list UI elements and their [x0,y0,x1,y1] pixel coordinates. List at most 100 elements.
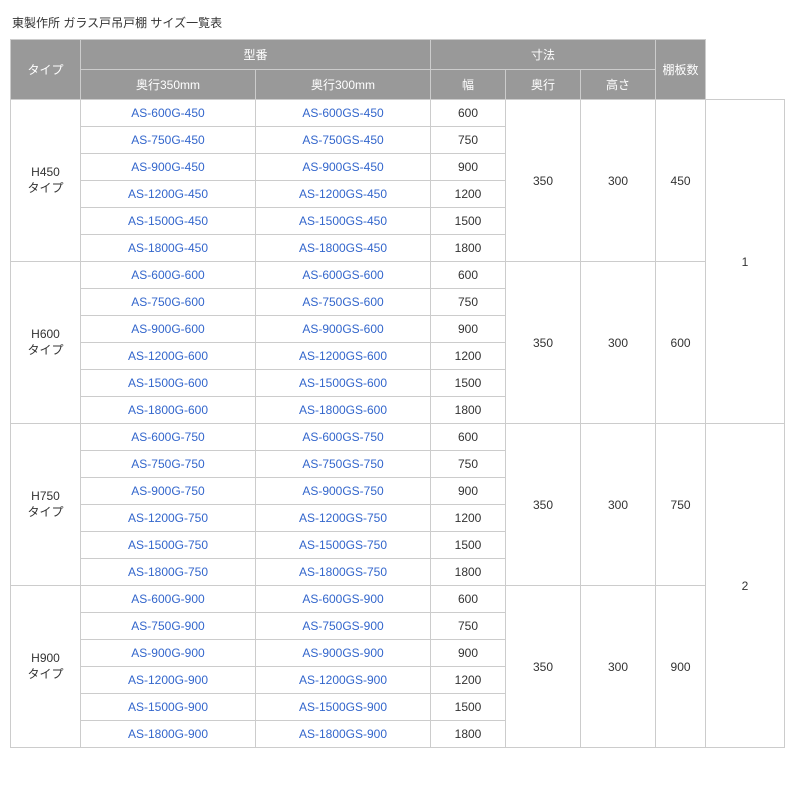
model-link[interactable]: AS-600G-600 [131,268,204,282]
model-300-cell: AS-1800GS-750 [256,559,431,586]
model-link[interactable]: AS-1500GS-900 [299,700,387,714]
model-link[interactable]: AS-900G-900 [131,646,204,660]
model-link[interactable]: AS-1200GS-450 [299,187,387,201]
model-link[interactable]: AS-900GS-900 [302,646,383,660]
header-depth350: 奥行350mm [81,70,256,100]
model-link[interactable]: AS-900G-600 [131,322,204,336]
model-link[interactable]: AS-1800GS-450 [299,241,387,255]
width-cell: 1500 [431,694,506,721]
model-350-cell: AS-1800G-600 [81,397,256,424]
model-link[interactable]: AS-750G-900 [131,619,204,633]
model-350-cell: AS-600G-750 [81,424,256,451]
type-cell: H600タイプ [11,262,81,424]
model-link[interactable]: AS-1800G-600 [128,403,208,417]
model-300-cell: AS-1500GS-450 [256,208,431,235]
model-link[interactable]: AS-1500GS-600 [299,376,387,390]
model-link[interactable]: AS-600GS-750 [302,430,383,444]
model-link[interactable]: AS-1200G-750 [128,511,208,525]
type-label-line: H450 [15,165,76,179]
model-link[interactable]: AS-900GS-450 [302,160,383,174]
model-link[interactable]: AS-750GS-600 [302,295,383,309]
model-300-cell: AS-600GS-450 [256,100,431,127]
header-width: 幅 [431,70,506,100]
width-cell: 900 [431,154,506,181]
depth-cell: 350 [506,100,581,262]
model-300-cell: AS-1200GS-600 [256,343,431,370]
width-cell: 900 [431,640,506,667]
model-link[interactable]: AS-1200G-600 [128,349,208,363]
table-body: H450タイプAS-600G-450AS-600GS-4506003503004… [11,100,785,748]
model-link[interactable]: AS-600GS-600 [302,268,383,282]
model-link[interactable]: AS-1200GS-900 [299,673,387,687]
header-dimensions: 寸法 [431,40,656,70]
header-shelves: 棚板数 [656,40,706,100]
model-link[interactable]: AS-1500G-600 [128,376,208,390]
model-300-cell: AS-900GS-600 [256,316,431,343]
model-link[interactable]: AS-600G-450 [131,106,204,120]
model-link[interactable]: AS-1500G-450 [128,214,208,228]
model-link[interactable]: AS-1500GS-750 [299,538,387,552]
model-link[interactable]: AS-1500G-750 [128,538,208,552]
header-depth300: 奥行300mm [256,70,431,100]
header-depth: 奥行 [506,70,581,100]
model-link[interactable]: AS-600GS-450 [302,106,383,120]
width-cell: 1800 [431,235,506,262]
model-link[interactable]: AS-750G-450 [131,133,204,147]
model-link[interactable]: AS-750GS-450 [302,133,383,147]
depth-cell: 300 [581,262,656,424]
width-cell: 750 [431,613,506,640]
model-link[interactable]: AS-1200GS-750 [299,511,387,525]
model-link[interactable]: AS-1800GS-600 [299,403,387,417]
model-300-cell: AS-1800GS-600 [256,397,431,424]
model-link[interactable]: AS-900GS-750 [302,484,383,498]
model-350-cell: AS-1800G-450 [81,235,256,262]
model-350-cell: AS-600G-450 [81,100,256,127]
model-link[interactable]: AS-600G-900 [131,592,204,606]
model-350-cell: AS-1200G-900 [81,667,256,694]
model-link[interactable]: AS-750G-750 [131,457,204,471]
model-link[interactable]: AS-750GS-750 [302,457,383,471]
model-350-cell: AS-750G-600 [81,289,256,316]
model-300-cell: AS-900GS-750 [256,478,431,505]
model-300-cell: AS-1200GS-900 [256,667,431,694]
model-link[interactable]: AS-900G-450 [131,160,204,174]
model-link[interactable]: AS-600G-750 [131,430,204,444]
width-cell: 1200 [431,667,506,694]
size-table: タイプ 型番 寸法 棚板数 奥行350mm 奥行300mm 幅 奥行 高さ H4… [10,39,785,748]
model-link[interactable]: AS-900G-750 [131,484,204,498]
model-link[interactable]: AS-1800GS-900 [299,727,387,741]
model-300-cell: AS-1200GS-450 [256,181,431,208]
model-link[interactable]: AS-900GS-600 [302,322,383,336]
depth-cell: 300 [581,100,656,262]
table-head: タイプ 型番 寸法 棚板数 奥行350mm 奥行300mm 幅 奥行 高さ [11,40,785,100]
model-link[interactable]: AS-1800G-450 [128,241,208,255]
model-350-cell: AS-900G-750 [81,478,256,505]
model-link[interactable]: AS-1200GS-600 [299,349,387,363]
model-link[interactable]: AS-1800GS-750 [299,565,387,579]
model-350-cell: AS-1800G-900 [81,721,256,748]
model-300-cell: AS-1800GS-900 [256,721,431,748]
model-link[interactable]: AS-1800G-900 [128,727,208,741]
model-link[interactable]: AS-1500G-900 [128,700,208,714]
model-300-cell: AS-1500GS-750 [256,532,431,559]
model-link[interactable]: AS-600GS-900 [302,592,383,606]
width-cell: 1500 [431,532,506,559]
model-350-cell: AS-750G-450 [81,127,256,154]
model-link[interactable]: AS-750G-600 [131,295,204,309]
width-cell: 1200 [431,505,506,532]
model-link[interactable]: AS-1200G-900 [128,673,208,687]
model-350-cell: AS-900G-450 [81,154,256,181]
width-cell: 600 [431,424,506,451]
width-cell: 1200 [431,181,506,208]
model-link[interactable]: AS-750GS-900 [302,619,383,633]
model-300-cell: AS-900GS-450 [256,154,431,181]
model-350-cell: AS-1200G-450 [81,181,256,208]
model-link[interactable]: AS-1200G-450 [128,187,208,201]
model-link[interactable]: AS-1500GS-450 [299,214,387,228]
model-300-cell: AS-750GS-600 [256,289,431,316]
shelf-count-cell: 1 [706,100,785,424]
type-label-line: H750 [15,489,76,503]
type-label-line: タイプ [15,665,76,682]
model-link[interactable]: AS-1800G-750 [128,565,208,579]
width-cell: 750 [431,289,506,316]
